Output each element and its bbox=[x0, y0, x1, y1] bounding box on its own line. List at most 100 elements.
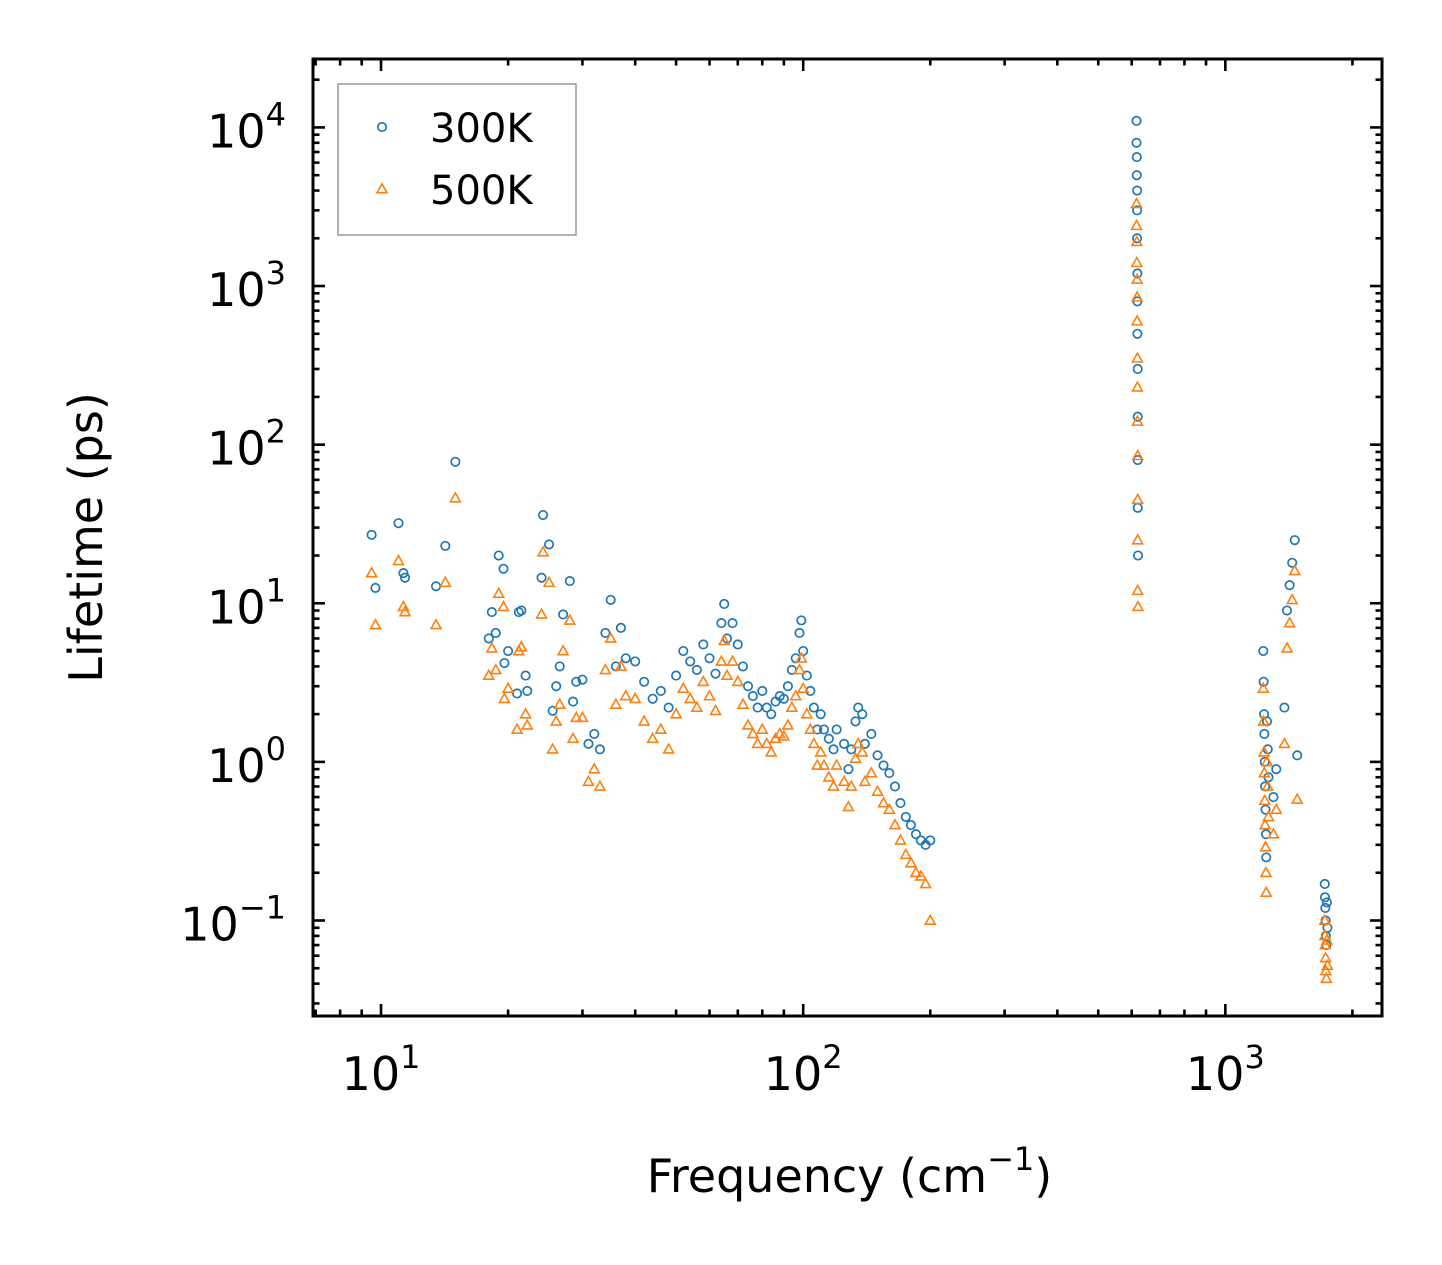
data-point-300k bbox=[839, 738, 850, 749]
data-point-300k bbox=[393, 518, 404, 529]
data-point-300k bbox=[1132, 550, 1144, 561]
data-point-500k bbox=[844, 779, 858, 791]
data-point-500k bbox=[662, 742, 675, 754]
data-point-300k bbox=[782, 681, 793, 692]
data-point-300k bbox=[1292, 750, 1303, 761]
data-point-500k bbox=[1131, 351, 1144, 363]
legend-box bbox=[337, 83, 577, 236]
data-point-300k bbox=[671, 670, 682, 681]
data-point-500k bbox=[764, 745, 778, 757]
y-tick-label: 102 bbox=[207, 413, 286, 476]
data-point-300k bbox=[398, 568, 409, 579]
data-point-500k bbox=[1283, 616, 1296, 628]
data-point-500k bbox=[894, 833, 907, 845]
data-point-500k bbox=[849, 751, 862, 763]
data-point-300k bbox=[685, 656, 696, 667]
data-point-500k bbox=[609, 697, 623, 709]
data-point-500k bbox=[842, 800, 855, 812]
data-point-500k bbox=[536, 545, 550, 557]
data-point-500k bbox=[741, 718, 755, 730]
data-point-300k bbox=[440, 540, 451, 551]
data-point-300k bbox=[1320, 902, 1331, 913]
data-point-300k bbox=[512, 688, 523, 699]
y-tick-label: 103 bbox=[207, 254, 286, 317]
data-point-500k bbox=[582, 774, 595, 787]
labels-layer: 101 102 103 10−1 100 101 102 103 104 Frequency (c… bbox=[59, 95, 1265, 1203]
data-point-300k bbox=[605, 594, 616, 605]
legend-label-300k: 300K bbox=[430, 106, 534, 152]
data-point-300k bbox=[1284, 580, 1295, 591]
data-point-300k bbox=[1319, 878, 1330, 890]
data-point-500k bbox=[1131, 599, 1145, 612]
data-point-500k bbox=[1267, 827, 1280, 839]
data-point-500k bbox=[599, 663, 612, 675]
data-point-300k bbox=[554, 661, 565, 672]
data-point-500k bbox=[717, 633, 731, 646]
data-point-500k bbox=[646, 731, 659, 744]
data-point-300k bbox=[1321, 897, 1332, 908]
data-point-500k bbox=[830, 758, 843, 770]
data-point-500k bbox=[858, 774, 872, 787]
data-point-300k bbox=[727, 618, 738, 629]
data-point-300k bbox=[1258, 676, 1269, 687]
data-point-300k bbox=[766, 709, 777, 720]
data-point-500k bbox=[563, 613, 577, 625]
data-point-300k bbox=[567, 696, 579, 707]
data-point-500k bbox=[566, 731, 580, 744]
data-point-300k bbox=[1279, 702, 1290, 713]
data-point-300k bbox=[1319, 892, 1331, 903]
data-point-300k bbox=[366, 529, 377, 540]
y-tick-label: 10−1 bbox=[180, 889, 286, 952]
data-point-300k bbox=[910, 829, 922, 840]
data-point-300k bbox=[1261, 852, 1272, 863]
data-point-500k bbox=[781, 718, 795, 730]
data-point-500k bbox=[365, 566, 378, 578]
data-point-500k bbox=[1318, 913, 1332, 925]
data-point-300k bbox=[1132, 328, 1143, 339]
data-point-300k bbox=[493, 550, 504, 561]
data-point-500k bbox=[1320, 971, 1333, 984]
data-point-500k bbox=[542, 575, 556, 588]
y-tick-label: 100 bbox=[207, 730, 286, 793]
plot-frame bbox=[311, 57, 1384, 1018]
data-point-300k bbox=[577, 674, 588, 685]
data-point-500k bbox=[482, 668, 496, 681]
data-point-300k bbox=[600, 627, 611, 638]
y-tick-label: 101 bbox=[207, 571, 286, 634]
data-point-300k bbox=[594, 744, 605, 755]
data-point-500k bbox=[485, 641, 499, 653]
data-point-500k bbox=[865, 766, 878, 778]
data-point-300k bbox=[719, 598, 730, 610]
data-point-300k bbox=[647, 693, 658, 704]
data-point-300k bbox=[498, 563, 509, 574]
data-point-500k bbox=[877, 796, 890, 808]
data-point-500k bbox=[800, 707, 814, 719]
data-point-500k bbox=[1130, 272, 1144, 284]
data-point-500k bbox=[1130, 314, 1144, 326]
data-point-300k bbox=[615, 622, 626, 633]
data-point-500k bbox=[515, 640, 528, 652]
data-point-300k bbox=[486, 607, 497, 618]
series-layer bbox=[365, 115, 1334, 984]
data-point-300k bbox=[1132, 268, 1143, 279]
data-point-500k bbox=[814, 745, 827, 757]
y-tick-label: 104 bbox=[207, 95, 286, 158]
data-point-500k bbox=[1131, 449, 1145, 461]
data-point-300k bbox=[794, 627, 805, 638]
data-point-500k bbox=[546, 742, 559, 754]
data-point-300k bbox=[843, 764, 854, 775]
data-point-300k bbox=[857, 709, 868, 720]
data-point-500k bbox=[576, 710, 589, 723]
data-point-300k bbox=[823, 733, 834, 744]
data-point-500k bbox=[1261, 779, 1275, 791]
data-point-300k bbox=[889, 781, 901, 792]
data-point-300k bbox=[558, 609, 569, 620]
data-point-500k bbox=[1288, 564, 1302, 576]
data-point-300k bbox=[1132, 363, 1143, 375]
x-tick-label: 103 bbox=[1186, 1038, 1265, 1101]
data-point-500k bbox=[1130, 256, 1144, 268]
data-point-500k bbox=[796, 681, 810, 693]
data-point-500k bbox=[726, 654, 739, 666]
data-point-300k bbox=[538, 509, 549, 521]
data-point-500k bbox=[697, 674, 710, 687]
